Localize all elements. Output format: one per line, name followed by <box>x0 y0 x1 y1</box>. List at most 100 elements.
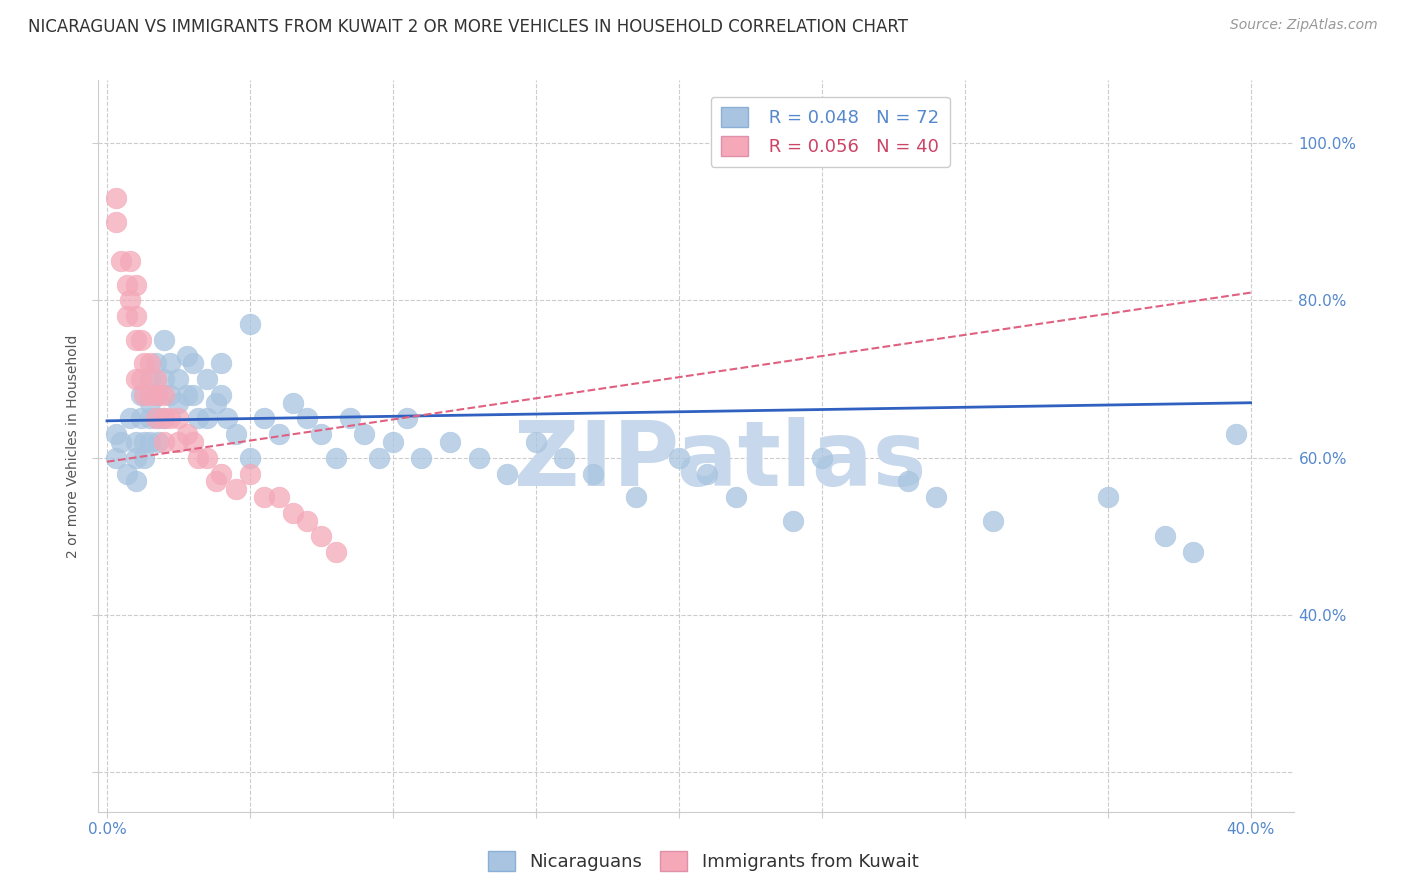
Point <box>139 388 162 402</box>
Point <box>139 356 162 370</box>
Point <box>467 450 489 465</box>
Point <box>295 514 318 528</box>
Point <box>181 356 204 370</box>
Point <box>159 356 181 370</box>
Point <box>167 372 190 386</box>
Point <box>411 450 433 465</box>
Point <box>209 356 232 370</box>
Point <box>396 411 419 425</box>
Point <box>204 475 226 489</box>
Point <box>311 529 333 543</box>
Point <box>145 388 167 402</box>
Point <box>153 411 176 425</box>
Point <box>124 475 146 489</box>
Point <box>295 411 318 425</box>
Point <box>124 310 146 324</box>
Point <box>153 333 176 347</box>
Point <box>181 388 204 402</box>
Point <box>176 388 198 402</box>
Point <box>159 388 181 402</box>
Point <box>104 427 127 442</box>
Point <box>187 450 209 465</box>
Legend:  R = 0.048   N = 72,  R = 0.056   N = 40: R = 0.048 N = 72, R = 0.056 N = 40 <box>710 96 950 167</box>
Point <box>195 450 218 465</box>
Legend: Nicaraguans, Immigrants from Kuwait: Nicaraguans, Immigrants from Kuwait <box>481 844 925 879</box>
Point <box>624 490 647 504</box>
Point <box>381 435 404 450</box>
Point <box>217 411 239 425</box>
Point <box>110 254 132 268</box>
Point <box>281 396 304 410</box>
Point <box>209 388 232 402</box>
Text: ZIPatlas: ZIPatlas <box>513 417 927 505</box>
Point <box>153 372 176 386</box>
Point <box>115 310 138 324</box>
Point <box>124 333 146 347</box>
Point <box>225 427 247 442</box>
Point <box>139 411 162 425</box>
Point <box>239 450 262 465</box>
Text: Source: ZipAtlas.com: Source: ZipAtlas.com <box>1230 18 1378 32</box>
Point <box>115 277 138 292</box>
Point <box>782 514 804 528</box>
Point <box>131 388 153 402</box>
Point <box>153 435 176 450</box>
Point <box>145 356 167 370</box>
Point <box>145 411 167 425</box>
Point <box>134 388 156 402</box>
Point <box>139 435 162 450</box>
Point <box>148 435 170 450</box>
Point <box>110 435 132 450</box>
Point <box>281 506 304 520</box>
Point <box>118 411 141 425</box>
Point <box>124 450 146 465</box>
Point <box>582 467 605 481</box>
Point <box>195 372 218 386</box>
Point <box>696 467 718 481</box>
Point <box>195 411 218 425</box>
Point <box>176 427 198 442</box>
Point <box>124 277 146 292</box>
Point <box>353 427 375 442</box>
Point <box>553 450 575 465</box>
Point <box>134 356 156 370</box>
Point <box>325 545 347 559</box>
Point <box>139 396 162 410</box>
Point <box>118 254 141 268</box>
Point <box>134 450 156 465</box>
Point <box>115 467 138 481</box>
Point <box>131 411 153 425</box>
Point <box>124 435 146 450</box>
Point <box>104 215 127 229</box>
Point <box>325 450 347 465</box>
Point <box>524 435 547 450</box>
Point <box>131 333 153 347</box>
Y-axis label: 2 or more Vehicles in Household: 2 or more Vehicles in Household <box>66 334 80 558</box>
Point <box>1182 545 1205 559</box>
Point <box>439 435 461 450</box>
Point <box>153 388 176 402</box>
Point <box>118 293 141 308</box>
Point <box>724 490 747 504</box>
Point <box>148 388 170 402</box>
Point <box>1225 427 1247 442</box>
Point <box>225 482 247 496</box>
Point <box>181 435 204 450</box>
Point <box>176 349 198 363</box>
Point <box>1153 529 1175 543</box>
Point <box>253 490 276 504</box>
Point <box>496 467 519 481</box>
Point <box>981 514 1004 528</box>
Point <box>239 317 262 331</box>
Point <box>134 435 156 450</box>
Point <box>267 427 290 442</box>
Point <box>896 475 918 489</box>
Point <box>104 450 127 465</box>
Point <box>153 411 176 425</box>
Point <box>925 490 948 504</box>
Point <box>253 411 276 425</box>
Text: NICARAGUAN VS IMMIGRANTS FROM KUWAIT 2 OR MORE VEHICLES IN HOUSEHOLD CORRELATION: NICARAGUAN VS IMMIGRANTS FROM KUWAIT 2 O… <box>28 18 908 36</box>
Point <box>367 450 389 465</box>
Point <box>167 411 190 425</box>
Point <box>145 372 167 386</box>
